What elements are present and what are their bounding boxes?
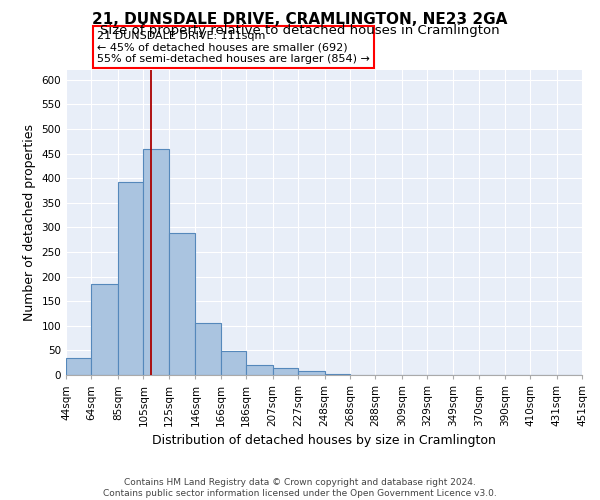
Text: Contains HM Land Registry data © Crown copyright and database right 2024.
Contai: Contains HM Land Registry data © Crown c… — [103, 478, 497, 498]
Text: 21 DUNSDALE DRIVE: 111sqm
← 45% of detached houses are smaller (692)
55% of semi: 21 DUNSDALE DRIVE: 111sqm ← 45% of detac… — [97, 30, 370, 64]
Bar — [298, 371, 325, 375]
Bar — [91, 284, 118, 375]
Bar — [325, 374, 350, 375]
Y-axis label: Number of detached properties: Number of detached properties — [23, 124, 36, 321]
Bar — [196, 324, 221, 375]
Bar — [246, 365, 272, 375]
Text: Size of property relative to detached houses in Cramlington: Size of property relative to detached ho… — [100, 24, 500, 37]
Text: 21, DUNSDALE DRIVE, CRAMLINGTON, NE23 2GA: 21, DUNSDALE DRIVE, CRAMLINGTON, NE23 2G… — [92, 12, 508, 28]
Bar — [169, 234, 196, 375]
Bar — [143, 148, 169, 375]
Bar — [118, 182, 143, 375]
X-axis label: Distribution of detached houses by size in Cramlington: Distribution of detached houses by size … — [152, 434, 496, 448]
Bar — [221, 352, 246, 375]
Bar — [272, 368, 298, 375]
Bar — [66, 358, 91, 375]
